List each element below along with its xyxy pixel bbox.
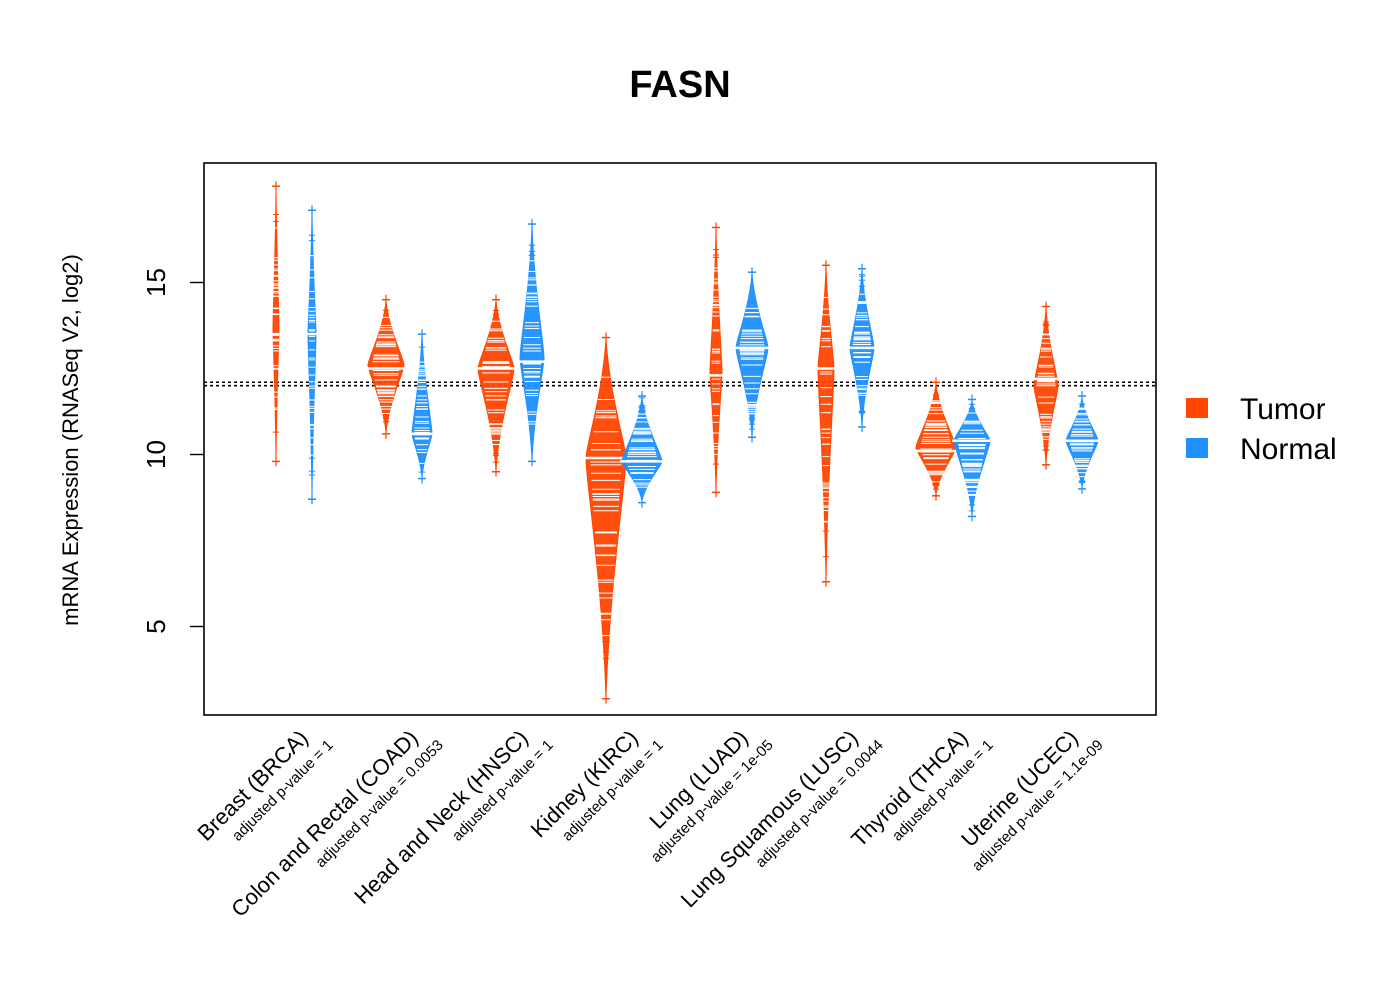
tumor-bean-shape [272,188,280,460]
bean-group [366,294,434,484]
y-tick-label: 15 [141,268,171,297]
legend-label-normal: Normal [1240,433,1337,466]
y-tick-label: 10 [141,440,171,469]
tumor-bean-shape [817,267,835,580]
reference-lines [204,381,1156,387]
normal-bean-shape [953,401,991,515]
tumor-bean-shape [709,229,723,491]
bean-group [271,181,318,505]
plot-frame [203,162,1157,716]
bean-group [1032,301,1100,494]
bean-group [584,332,664,704]
y-axis: 5 10 15 [141,268,204,634]
legend-label-tumor: Tumor [1240,393,1326,426]
bean-group [914,377,992,522]
chart-title: FASN [629,64,730,106]
bean-group [476,219,546,477]
normal-bean-shape [307,212,317,498]
legend: Tumor Normal [1186,393,1337,466]
normal-bean-shape [1065,397,1099,487]
tumor-bean-shape [585,339,627,697]
legend-swatch-normal [1186,438,1208,458]
bean-group [816,260,876,587]
y-axis-label: mRNA Expression (RNASeq V2, log2) [58,254,83,626]
beans [271,181,1100,704]
y-tick-label: 5 [141,619,171,633]
legend-swatch-tumor [1186,398,1208,418]
tumor-bean-shape [367,301,405,432]
bean-group [708,222,770,498]
